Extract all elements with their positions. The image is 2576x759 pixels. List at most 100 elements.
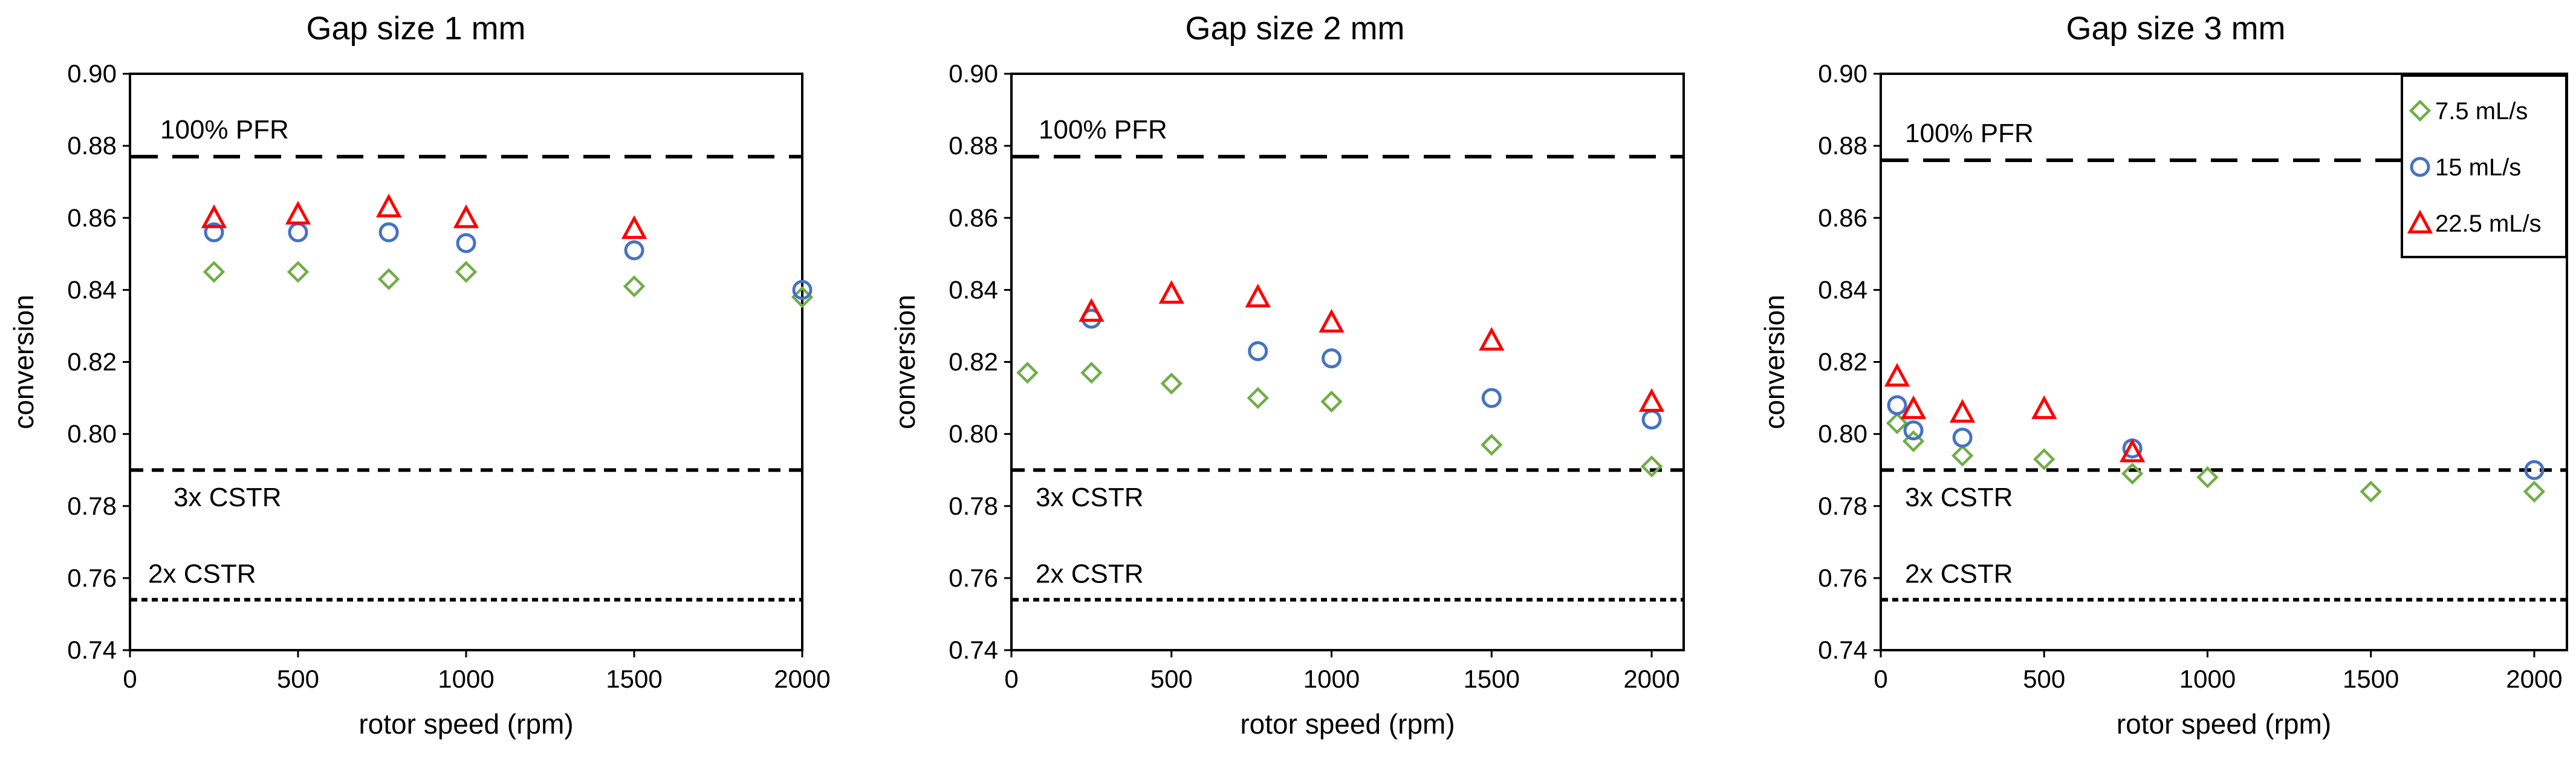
y-tick-label: 0.78 <box>67 492 117 520</box>
y-tick-label: 0.84 <box>1818 275 1867 304</box>
data-point-diamond <box>2360 480 2382 503</box>
series-circle <box>1081 308 1662 430</box>
y-tick-label: 0.80 <box>67 420 117 448</box>
data-point-diamond <box>1320 390 1343 413</box>
data-point-triangle <box>1900 395 1927 419</box>
legend-marker-diamond <box>2409 99 2432 122</box>
reference-line-label: 2x CSTR <box>1905 559 2013 589</box>
y-tick-label: 0.80 <box>949 420 998 448</box>
legend: 7.5 mL/s 15 mL/s 22.5 mL/s <box>2401 74 2568 258</box>
data-point-circle <box>1952 428 1973 448</box>
y-tick-label: 0.82 <box>67 348 117 376</box>
data-point-triangle <box>285 201 311 225</box>
data-point-diamond <box>1951 445 1974 467</box>
series-triangle <box>1079 280 1665 412</box>
y-axis-label: conversion <box>1759 295 1790 429</box>
chart-title: Gap size 3 mm <box>2066 10 2285 47</box>
data-point-triangle <box>2119 438 2146 463</box>
y-tick-label: 0.90 <box>1818 59 1867 88</box>
data-point-triangle <box>1079 298 1105 322</box>
y-tick-label: 0.88 <box>67 131 117 160</box>
data-point-triangle <box>1884 363 1910 387</box>
x-axis-label: rotor speed (rpm) <box>1240 708 1455 740</box>
data-point-circle <box>1481 388 1502 408</box>
data-point-diamond <box>1016 362 1039 384</box>
x-tick-label: 2000 <box>2506 665 2562 693</box>
data-point-triangle <box>1949 399 1976 423</box>
x-tick-label: 0 <box>1004 665 1018 693</box>
data-point-triangle <box>2031 395 2057 419</box>
data-point-diamond <box>2033 448 2055 471</box>
y-tick-label: 0.76 <box>67 564 117 592</box>
data-point-circle <box>1322 348 1342 369</box>
data-point-circle <box>456 233 476 253</box>
data-point-diamond <box>1160 373 1183 395</box>
y-tick-label: 0.88 <box>949 131 998 160</box>
x-tick-label: 1000 <box>2179 665 2236 693</box>
data-point-circle <box>204 222 224 243</box>
data-point-triangle <box>1479 327 1505 351</box>
data-point-triangle <box>1245 284 1271 308</box>
reference-line-label: 100% PFR <box>160 115 289 145</box>
y-tick-label: 0.74 <box>949 636 998 664</box>
x-tick-label: 0 <box>1874 665 1887 693</box>
reference-line-label: 2x CSTR <box>1036 559 1143 589</box>
y-tick-label: 0.76 <box>949 564 998 592</box>
reference-line-label: 2x CSTR <box>148 559 256 589</box>
x-axis-label: rotor speed (rpm) <box>2117 708 2331 740</box>
data-point-triangle <box>621 215 647 239</box>
legend-marker-circle <box>2410 157 2430 177</box>
data-point-diamond <box>2523 480 2546 503</box>
chart-panel-1: Gap size 1 mm 0.74 0.76 0.78 0.80 0.82 0.84 0.8… <box>8 10 831 740</box>
x-tick-label: 1500 <box>2343 665 2399 693</box>
x-tick-label: 500 <box>1150 665 1193 693</box>
legend-entry: 15 mL/s <box>2435 154 2521 181</box>
chart-title: Gap size 1 mm <box>306 10 525 47</box>
y-tick-label: 0.90 <box>67 59 117 88</box>
data-point-circle <box>378 222 399 243</box>
legend-entry: 22.5 mL/s <box>2435 210 2542 237</box>
data-point-diamond <box>287 261 310 283</box>
series-circle <box>204 222 813 300</box>
data-point-circle <box>1641 409 1662 430</box>
data-point-triangle <box>1638 388 1665 412</box>
y-tick-label: 0.86 <box>67 203 117 232</box>
y-tick-label: 0.86 <box>949 203 998 232</box>
data-point-diamond <box>455 261 478 283</box>
y-tick-label: 0.74 <box>67 636 117 664</box>
data-point-diamond <box>377 268 400 290</box>
y-tick-label: 0.78 <box>949 492 998 520</box>
y-tick-label: 0.86 <box>1818 203 1867 232</box>
data-point-diamond <box>2196 466 2219 489</box>
y-tick-label: 0.76 <box>1818 564 1867 592</box>
data-point-diamond <box>1481 434 1503 456</box>
x-tick-label: 2000 <box>1623 665 1679 693</box>
y-tick-label: 0.74 <box>1818 636 1867 664</box>
data-point-triangle <box>1158 280 1184 304</box>
y-axis-label: conversion <box>8 295 39 429</box>
y-tick-label: 0.84 <box>949 275 998 304</box>
y-tick-label: 0.84 <box>67 275 117 304</box>
reference-line-label: 3x CSTR <box>174 483 281 512</box>
x-axis-label: rotor speed (rpm) <box>358 708 573 740</box>
x-tick-label: 0 <box>123 665 137 693</box>
y-tick-label: 0.82 <box>949 348 998 376</box>
y-axis-label: conversion <box>889 295 921 429</box>
x-tick-label: 500 <box>2023 665 2065 693</box>
chart-title: Gap size 2 mm <box>1185 10 1404 47</box>
data-point-circle <box>792 279 813 300</box>
y-tick-label: 0.88 <box>1818 131 1867 160</box>
chart-panel-2: Gap size 2 mm 0.74 0.76 0.78 0.80 0.82 0.84 0.8… <box>889 10 1685 740</box>
data-point-circle <box>2524 460 2545 480</box>
data-point-triangle <box>201 204 227 229</box>
y-tick-label: 0.80 <box>1818 420 1867 448</box>
y-tick-label: 0.78 <box>1818 492 1867 520</box>
data-point-diamond <box>203 261 225 283</box>
data-point-circle <box>1248 341 1268 362</box>
x-tick-label: 1000 <box>438 665 494 693</box>
reference-line-label: 100% PFR <box>1905 119 2034 148</box>
data-point-triangle <box>453 204 479 229</box>
data-point-triangle <box>375 194 402 218</box>
data-point-diamond <box>1247 386 1269 409</box>
